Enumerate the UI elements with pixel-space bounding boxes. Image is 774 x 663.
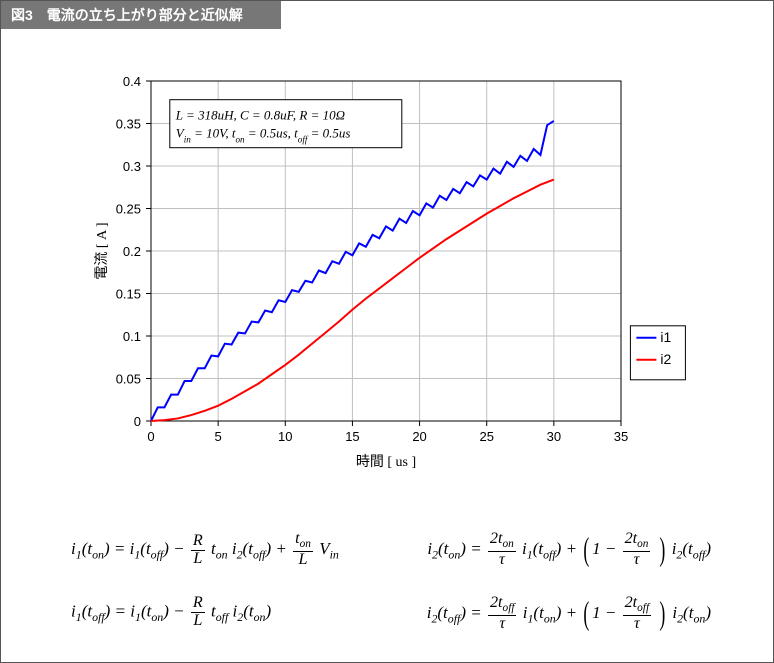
svg-text:時間 [ us ]: 時間 [ us ] bbox=[356, 454, 416, 470]
svg-text:i1: i1 bbox=[660, 329, 671, 345]
eq-i1-ton: i1(ton) = i1(toff) − RL ton i2(toff) + t… bbox=[71, 531, 339, 569]
svg-text:0.4: 0.4 bbox=[123, 74, 141, 89]
svg-text:5: 5 bbox=[215, 429, 222, 444]
svg-text:0: 0 bbox=[134, 414, 141, 429]
chart: 0 5 10 15 20 25 30 35 0 0.05 0.1 0.15 0.2 0.25 0.3 0.35… bbox=[91, 61, 711, 491]
svg-text:0.2: 0.2 bbox=[123, 244, 141, 259]
svg-text:0.15: 0.15 bbox=[116, 287, 141, 302]
svg-text:i2: i2 bbox=[660, 351, 671, 367]
svg-text:0: 0 bbox=[147, 429, 154, 444]
eq-i1-toff: i1(toff) = i1(ton) − RL toff i2(ton) bbox=[71, 595, 271, 633]
svg-text:0.1: 0.1 bbox=[123, 329, 141, 344]
eq-i2-toff: i2(toff) = 2toffτ i1(ton) + (1 − 2toffτ … bbox=[427, 595, 711, 633]
svg-text:35: 35 bbox=[614, 429, 628, 444]
svg-text:0.35: 0.35 bbox=[116, 117, 141, 132]
svg-text:0.25: 0.25 bbox=[116, 202, 141, 217]
equations-block: i1(ton) = i1(toff) − RL ton i2(toff) + t… bbox=[71, 521, 711, 659]
svg-text:20: 20 bbox=[412, 429, 426, 444]
svg-text:0.05: 0.05 bbox=[116, 372, 141, 387]
eq-i2-ton: i2(ton) = 2tonτ i1(toff) + (1 − 2tonτ ) … bbox=[427, 531, 711, 569]
svg-text:30: 30 bbox=[547, 429, 561, 444]
figure-title: 図3 電流の立ち上がり部分と近似解 bbox=[1, 1, 281, 29]
svg-text:10: 10 bbox=[278, 429, 292, 444]
svg-text:15: 15 bbox=[345, 429, 359, 444]
svg-text:0.3: 0.3 bbox=[123, 159, 141, 174]
chart-svg: 0 5 10 15 20 25 30 35 0 0.05 0.1 0.15 0.2 0.25 0.3 0.35… bbox=[91, 61, 711, 491]
figure-container: 図3 電流の立ち上がり部分と近似解 0 5 10 15 20 25 30 35 0 0.05 0.1… bbox=[0, 0, 774, 663]
svg-text:L = 318uH, C = 0.8uF, R = 10: L = 318uH, C = 0.8uF, R = 10Ω bbox=[175, 108, 345, 123]
svg-text:25: 25 bbox=[479, 429, 493, 444]
svg-text:電流 [ A ]: 電流 [ A ] bbox=[94, 222, 110, 279]
